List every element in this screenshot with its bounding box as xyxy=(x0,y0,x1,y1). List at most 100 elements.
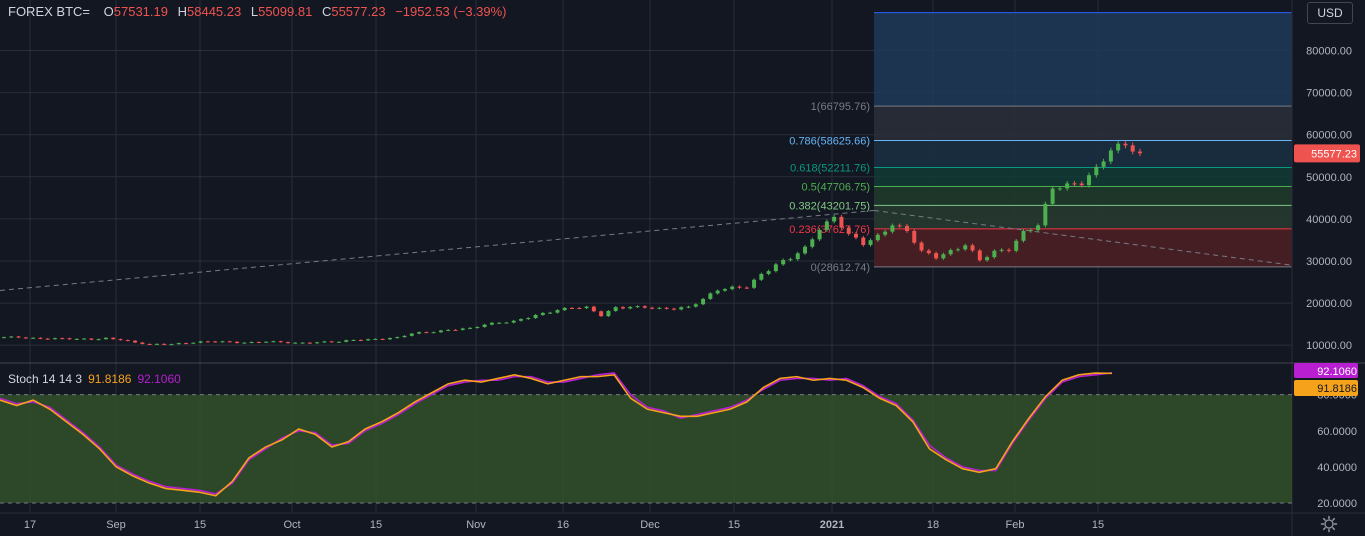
time-tick-label: Dec xyxy=(640,519,660,531)
price-axis-bg xyxy=(1292,0,1365,536)
candle-body xyxy=(1094,166,1099,176)
candle-body xyxy=(395,337,400,339)
time-tick-label: Oct xyxy=(283,519,300,531)
stoch-legend: Stoch 14 14 3 91.8186 92.1060 xyxy=(8,372,181,386)
candle-body xyxy=(890,225,895,232)
candle-body xyxy=(249,342,254,344)
stoch-k-value: 91.8186 xyxy=(88,372,132,386)
candle-body xyxy=(16,336,21,338)
stochastic-pane xyxy=(0,372,1292,504)
candle-body xyxy=(701,298,706,305)
candle-body xyxy=(664,307,669,309)
candle-body xyxy=(839,216,844,228)
fib-zone xyxy=(874,140,1292,168)
candle-body xyxy=(533,314,538,319)
candle-body xyxy=(460,328,465,330)
open-value: 57531.19 xyxy=(113,4,168,19)
candle-body xyxy=(577,308,582,310)
candle-body xyxy=(162,343,167,345)
candle-body xyxy=(635,306,640,308)
candle-body xyxy=(336,341,341,343)
time-tick-label: 2021 xyxy=(820,519,844,531)
candle-body xyxy=(1021,230,1026,241)
candle-body xyxy=(366,339,371,341)
candle-body xyxy=(38,337,43,339)
candle-body xyxy=(773,264,778,272)
candle-body xyxy=(977,250,982,261)
candle-body xyxy=(570,307,574,309)
stoch-band-fill xyxy=(0,394,1292,503)
low-value: 55099.81 xyxy=(258,4,313,19)
candle-body xyxy=(468,327,473,329)
candle-body xyxy=(599,311,604,317)
candle-body xyxy=(526,318,531,320)
candle-body xyxy=(708,293,713,299)
fib-level-label: 1(66795.76) xyxy=(811,101,870,113)
candle-body xyxy=(23,337,28,339)
candle-body xyxy=(555,310,560,313)
candle-body xyxy=(1123,143,1128,146)
candle-body xyxy=(606,310,611,317)
time-tick-label: 15 xyxy=(728,519,740,531)
price-tick-label: 80000.00 xyxy=(1306,46,1352,58)
candle-body xyxy=(409,333,414,336)
candle-body xyxy=(402,335,407,338)
candle-body xyxy=(154,343,159,345)
time-tick-label: 18 xyxy=(927,519,939,531)
candle-body xyxy=(31,337,36,339)
candle-body xyxy=(650,307,655,309)
fib-zone xyxy=(874,205,1292,229)
candle-body xyxy=(256,342,261,344)
candle-body xyxy=(431,332,436,334)
candle-body xyxy=(795,253,800,260)
candle-body xyxy=(307,342,312,344)
close-value: 55577.23 xyxy=(331,4,386,19)
candle-body xyxy=(628,306,633,309)
candle-body xyxy=(620,307,625,309)
high-value: 58445.23 xyxy=(187,4,242,19)
candle-body xyxy=(963,245,968,250)
candle-body xyxy=(358,339,363,341)
price-tick-label: 10000.00 xyxy=(1306,340,1352,352)
candle-body xyxy=(176,343,181,345)
candle-body xyxy=(147,343,152,345)
candle-body xyxy=(387,338,392,340)
fib-level-label: 0.5(47706.75) xyxy=(802,181,871,193)
candle-body xyxy=(373,338,378,340)
candle-body xyxy=(475,327,480,329)
candle-body xyxy=(235,341,240,344)
candle-body xyxy=(497,322,502,324)
candle-body xyxy=(1043,203,1048,226)
candle-body xyxy=(904,225,909,231)
candle-body xyxy=(213,341,218,343)
candle-body xyxy=(955,249,960,251)
candle-body xyxy=(67,338,72,340)
fib-zone xyxy=(874,106,1292,141)
fib-zone xyxy=(874,186,1292,206)
candle-body xyxy=(810,239,815,247)
candle-body xyxy=(1072,183,1077,185)
candle-body xyxy=(679,307,684,310)
change-value: −1952.53 (−3.39%) xyxy=(395,4,507,19)
candle-body xyxy=(1014,240,1019,251)
symbol-label: FOREX BTC= xyxy=(8,4,90,19)
ohlc-legend: FOREX BTC= O57531.19 H58445.23 L55099.81… xyxy=(8,4,507,19)
candle-body xyxy=(438,330,443,333)
time-tick-label: Feb xyxy=(1006,519,1025,531)
candle-body xyxy=(671,308,676,310)
candle-body xyxy=(286,342,290,344)
time-tick-label: 16 xyxy=(557,519,569,531)
candle-body xyxy=(417,332,422,334)
candle-body xyxy=(759,273,764,280)
settings-gear-icon[interactable] xyxy=(1320,515,1338,533)
candle-body xyxy=(642,306,647,308)
stoch-title: Stoch 14 14 3 xyxy=(8,372,83,386)
price-tick-label: 20000.00 xyxy=(1306,298,1352,310)
candle-body xyxy=(111,337,116,340)
candle-body xyxy=(96,339,101,341)
candle-body xyxy=(1130,145,1135,152)
currency-button[interactable]: USD xyxy=(1307,2,1353,24)
candle-body xyxy=(52,338,57,340)
fibonacci-retracement: 0(28612.74)0.236(37627.76)0.382(43201.75… xyxy=(789,12,1292,274)
